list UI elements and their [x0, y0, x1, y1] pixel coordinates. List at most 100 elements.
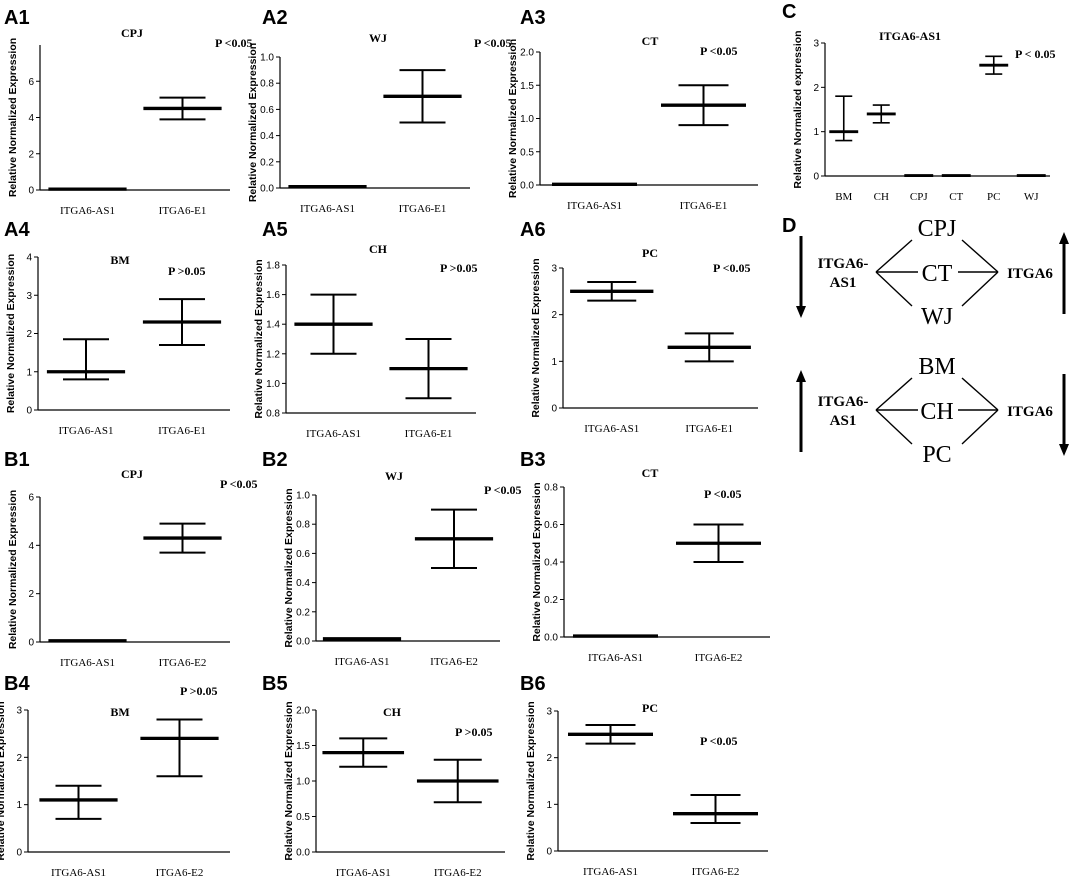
category-label: ITGA6-AS1 [584, 423, 639, 435]
y-tick-label: 6 [28, 493, 34, 504]
node-label: WJ [921, 304, 953, 330]
y-axis-label: Relative Normalized expression [792, 30, 804, 188]
right-gene-label: ITGA6 [1007, 266, 1053, 282]
panel-label-a3: A3 [520, 7, 546, 29]
p-value-label: P >0.05 [168, 264, 206, 278]
y-tick-label: 2 [26, 329, 32, 340]
y-tick-label: 0.4 [296, 578, 310, 589]
panel-b6: B6 PC P <0.05 0 1 2 3 Relative Normalized Expre… [520, 673, 768, 878]
right-arrow-head [1059, 232, 1069, 244]
node-label: CT [922, 261, 953, 287]
left-gene-label: AS1 [830, 413, 857, 429]
panel-label-b4: B4 [4, 673, 30, 695]
y-tick-label: 0 [16, 848, 22, 859]
y-tick-label: 1.0 [520, 114, 534, 125]
y-tick-label: 2 [813, 83, 819, 94]
panel-label-b5: B5 [262, 673, 288, 695]
node-label: CH [920, 399, 953, 425]
y-tick-label: 0.2 [296, 607, 310, 618]
node-label: BM [918, 354, 955, 380]
edge [961, 377, 999, 411]
y-tick-label: 3 [551, 264, 557, 275]
p-value-label: P >0.05 [180, 684, 218, 698]
category-label: ITGA6-AS1 [300, 203, 355, 215]
category-label: ITGA6-AS1 [583, 866, 638, 878]
left-arrow-head [796, 306, 806, 318]
category-label: ITGA6-E1 [399, 203, 447, 215]
y-tick-label: 2.0 [520, 48, 534, 59]
chart-title: CH [383, 705, 402, 719]
panel-label-b6: B6 [520, 673, 546, 695]
y-tick-label: 1 [26, 367, 32, 378]
p-value-label: P <0.05 [700, 44, 738, 58]
y-tick-label: 2 [16, 753, 22, 764]
category-label: ITGA6-E2 [695, 652, 743, 664]
panel-label-b3: B3 [520, 449, 546, 471]
panel-b1: B1 CPJ P <0.05 0 2 4 6 Relative Normalized Expr… [4, 449, 258, 669]
left-gene-label: ITGA6- [818, 394, 869, 410]
y-tick-label: 0.0 [296, 848, 310, 859]
y-tick-label: 0 [546, 847, 552, 858]
y-tick-label: 2.0 [296, 706, 310, 717]
category-label: ITGA6-AS1 [51, 867, 106, 879]
p-value-label: P >0.05 [440, 261, 478, 275]
y-tick-label: 0 [28, 186, 34, 197]
y-tick-label: 1.5 [296, 741, 310, 752]
y-tick-label: 3 [26, 291, 32, 302]
panel-a6: A6 PC P <0.05 0 1 2 3 Relative Normalized Expre… [520, 219, 758, 435]
p-value-label: P <0.05 [215, 36, 253, 50]
y-tick-label: 0 [551, 404, 557, 415]
panel-d: D ITGA6- AS1 ITGA6 CPJ CT WJ ITGA6- AS1 ITGA6 BM CH… [782, 215, 1069, 468]
category-label: ITGA6-AS1 [60, 205, 115, 217]
y-tick-label: 1 [551, 357, 557, 368]
y-tick-label: 0.0 [296, 637, 310, 648]
diagram-top: ITGA6- AS1 ITGA6 CPJ CT WJ [796, 216, 1069, 330]
y-tick-label: 3 [813, 39, 819, 50]
panel-label-b2: B2 [262, 449, 288, 471]
y-tick-label: 0.0 [520, 181, 534, 192]
right-gene-label: ITGA6 [1007, 404, 1053, 420]
y-tick-label: 1.5 [520, 81, 534, 92]
p-value-label: P <0.05 [700, 734, 738, 748]
y-axis-label: Relative Normalized Expression [530, 258, 542, 417]
left-gene-label: ITGA6- [818, 256, 869, 272]
y-tick-label: 0.0 [544, 633, 558, 644]
category-label: ITGA6-AS1 [567, 200, 622, 212]
left-arrow-head [796, 370, 806, 382]
right-arrow-head [1059, 444, 1069, 456]
y-tick-label: 6 [28, 77, 34, 88]
y-tick-label: 0 [813, 172, 819, 183]
category-label: ITGA6-E1 [680, 200, 728, 212]
category-label: ITGA6-E1 [685, 423, 733, 435]
edge [875, 377, 913, 411]
y-tick-label: 1.4 [266, 320, 280, 331]
y-tick-label: 0.5 [520, 147, 534, 158]
category-label: ITGA6-AS1 [336, 867, 391, 879]
y-tick-label: 0.8 [266, 409, 280, 420]
panel-label-a6: A6 [520, 219, 546, 241]
chart-title: WJ [385, 469, 403, 483]
panel-a4: A4 BM P >0.05 0 1 2 3 4 Relative Normalized Expr… [4, 219, 230, 437]
chart-title: PC [642, 701, 658, 715]
category-label: CH [874, 191, 889, 203]
y-tick-label: 3 [16, 706, 22, 717]
panel-label-a2: A2 [262, 7, 288, 29]
y-tick-label: 1 [546, 800, 552, 811]
node-label: PC [922, 442, 951, 468]
y-axis-label: Relative Normalized Expression [7, 38, 19, 197]
panel-label-c: C [782, 1, 796, 23]
category-label: ITGA6-AS1 [306, 428, 361, 440]
chart-title: ITGA6-AS1 [879, 29, 941, 43]
category-label: ITGA6-E2 [156, 867, 204, 879]
y-tick-label: 2 [28, 589, 34, 600]
y-tick-label: 0 [28, 638, 34, 649]
y-tick-label: 0 [26, 406, 32, 417]
y-tick-label: 0.2 [260, 157, 274, 168]
diagram-bottom: ITGA6- AS1 ITGA6 BM CH PC [796, 354, 1069, 468]
category-label: ITGA6-E1 [158, 425, 206, 437]
category-label: ITGA6-E2 [430, 656, 478, 668]
